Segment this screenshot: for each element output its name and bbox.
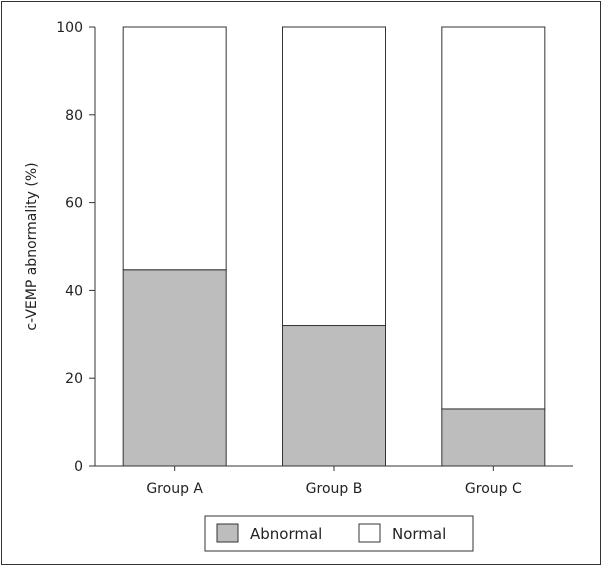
- y-tick-label: 60: [65, 196, 83, 212]
- bar-normal-group-c: [441, 26, 546, 410]
- bar-normal-group-a: [122, 26, 227, 271]
- legend-label-abnormal: Abnormal: [250, 525, 322, 543]
- y-axis-title: c-VEMP abnormality (%): [24, 162, 40, 330]
- x-category-labels: Group A Group B Group C: [146, 466, 522, 497]
- x-category-label: Group B: [306, 481, 363, 497]
- x-category-label: Group C: [465, 481, 522, 497]
- legend-swatch-abnormal: [216, 523, 239, 543]
- bar-abnormal-group-b: [282, 325, 386, 467]
- y-tick-label: 100: [56, 20, 83, 36]
- y-tick-label: 20: [65, 371, 83, 387]
- y-ticks: 0 20 40 60 80 100: [56, 20, 95, 475]
- legend: Abnormal Normal: [204, 515, 474, 552]
- legend-label-normal: Normal: [392, 525, 446, 543]
- bar-abnormal-group-c: [441, 408, 546, 467]
- bar-normal-group-b: [282, 26, 386, 327]
- legend-swatch-normal: [358, 523, 381, 543]
- y-tick-label: 80: [65, 108, 83, 124]
- y-tick-label: 40: [65, 283, 83, 299]
- x-category-label: Group A: [146, 481, 203, 497]
- bar-abnormal-group-a: [122, 269, 227, 467]
- y-tick-label: 0: [74, 459, 83, 475]
- legend-box: [204, 515, 474, 552]
- bars-layer: [122, 26, 546, 467]
